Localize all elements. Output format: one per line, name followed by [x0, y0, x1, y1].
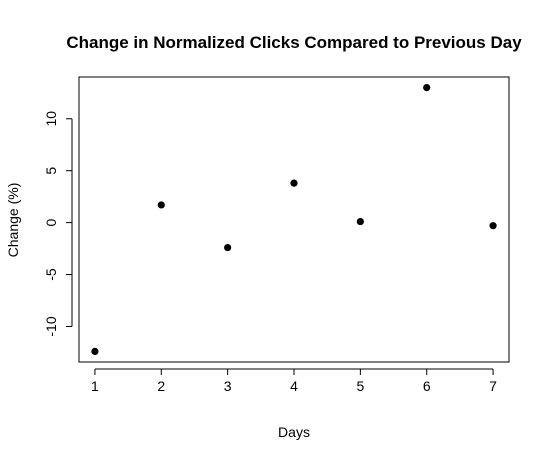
x-axis-label: Days: [278, 424, 310, 440]
y-tick-label: 10: [43, 111, 59, 127]
chart-title: Change in Normalized Clicks Compared to …: [66, 33, 522, 52]
x-tick-label: 7: [489, 378, 497, 394]
y-axis-label: Change (%): [5, 183, 21, 258]
plot-frame: [78, 76, 510, 363]
y-tick-label: 5: [43, 167, 59, 175]
x-tick-label: 6: [423, 378, 431, 394]
x-tick-label: 3: [224, 378, 232, 394]
x-tick-label: 1: [91, 378, 99, 394]
y-tick-label: -10: [43, 316, 59, 336]
data-point: [290, 179, 298, 187]
data-point: [423, 83, 431, 92]
data-point: [224, 243, 232, 252]
data-point: [157, 201, 165, 209]
x-tick-label: 2: [157, 378, 165, 394]
data-point: [91, 347, 99, 356]
data-point: [489, 222, 497, 230]
y-axis: -10 -5 0 5 10: [43, 111, 73, 337]
x-axis: 1 2 3 4 5 6 7: [91, 368, 497, 394]
y-tick-label: 0: [43, 219, 59, 227]
y-tick-label: -5: [43, 268, 59, 281]
data-point: [356, 217, 364, 226]
x-tick-label: 5: [356, 378, 364, 394]
x-tick-label: 4: [290, 378, 298, 394]
data-points: [91, 83, 497, 356]
